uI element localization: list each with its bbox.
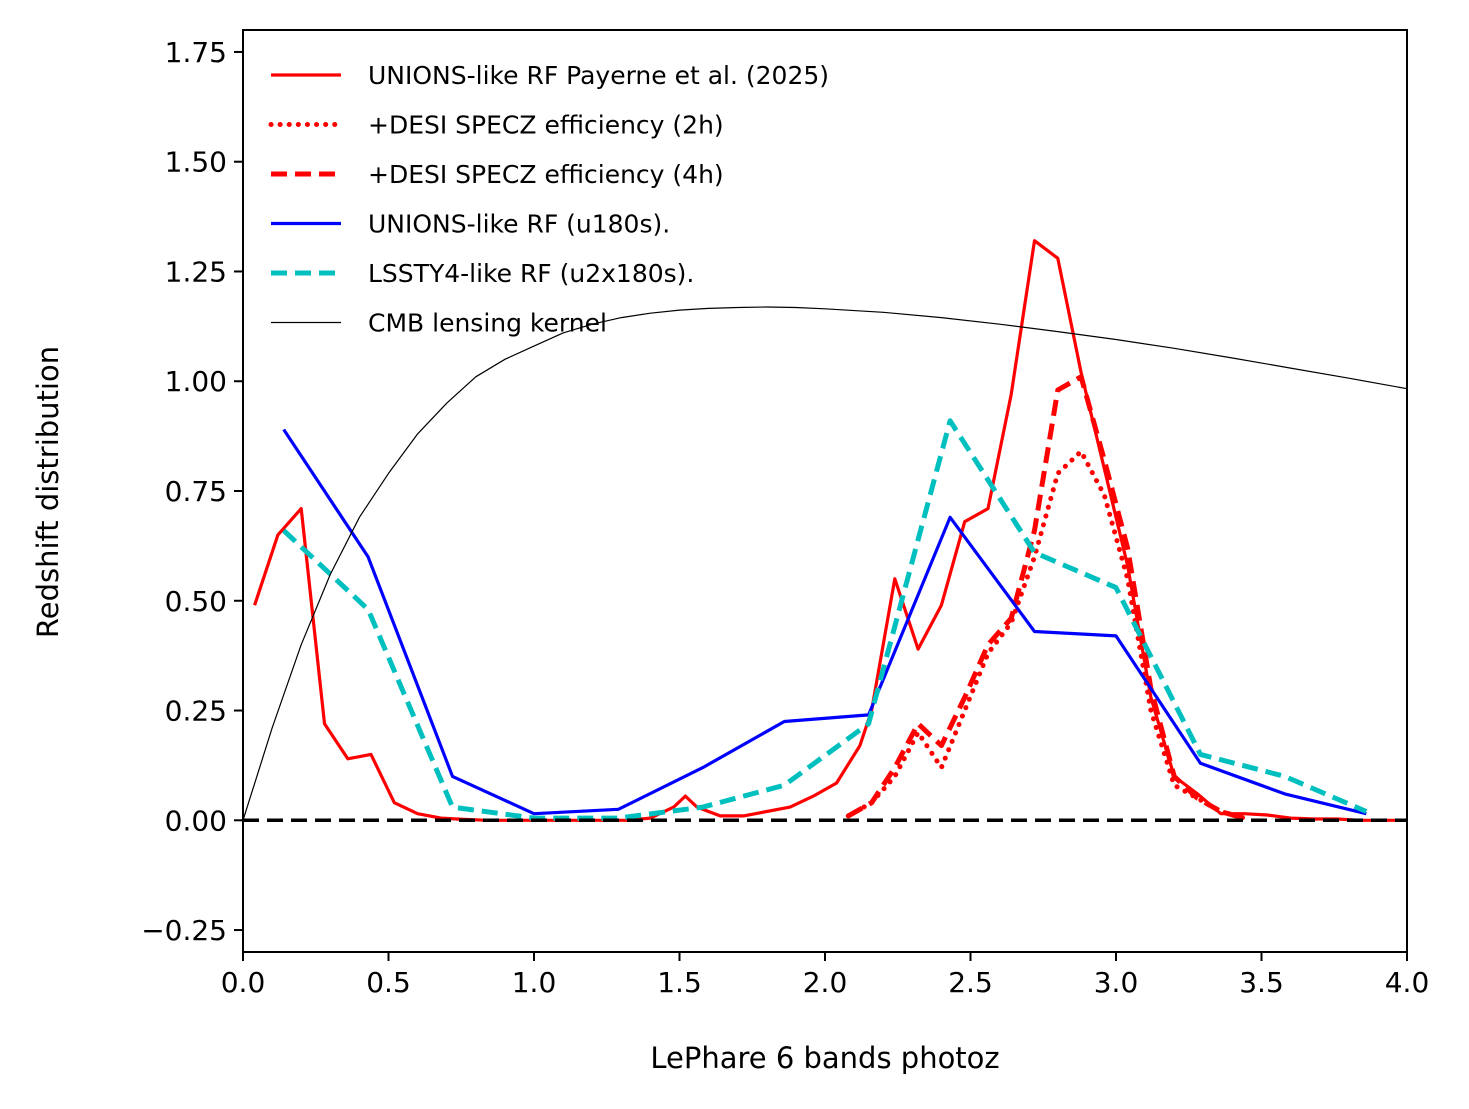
- series-line-3: [847, 374, 1245, 821]
- y-tick-label: 1.50: [165, 146, 227, 179]
- x-tick-label: 3.5: [1239, 966, 1284, 999]
- x-tick-label: 4.0: [1385, 966, 1430, 999]
- x-axis: 0.0 0.5 1.0 1.5 2.0 2.5 3.0 3.5 4.0: [221, 952, 1430, 999]
- y-tick-label: 0.75: [165, 475, 227, 508]
- series-line-5: [281, 418, 1368, 821]
- y-axis-label: Redshift distribution: [31, 346, 65, 638]
- series-line-6: [243, 306, 1407, 821]
- y-tick-label: −0.25: [141, 914, 227, 947]
- legend: UNIONS-like RF Payerne et al. (2025) +DES…: [268, 61, 829, 338]
- series-layer: [243, 239, 1407, 822]
- y-tick-label: 1.25: [165, 255, 227, 288]
- y-tick-label: 0.00: [165, 804, 227, 837]
- legend-label-5: LSSTY4-like RF (u2x180s).: [368, 259, 694, 288]
- plot-area: [243, 30, 1407, 952]
- x-tick-label: 2.5: [948, 966, 993, 999]
- x-tick-label: 0.5: [366, 966, 411, 999]
- series-line-4: [282, 428, 1367, 816]
- x-tick-label: 3.0: [1094, 966, 1139, 999]
- x-axis-label: LePhare 6 bands photoz: [650, 1041, 999, 1075]
- x-tick-label: 1.5: [657, 966, 702, 999]
- y-tick-label: 1.00: [165, 365, 227, 398]
- legend-label-4: UNIONS-like RF (u180s).: [368, 210, 670, 239]
- x-tick-label: 2.0: [803, 966, 848, 999]
- legend-label-6: CMB lensing kernel: [368, 309, 607, 338]
- y-tick-label: 0.25: [165, 695, 227, 728]
- legend-label-3: +DESI SPECZ efficiency (4h): [368, 160, 724, 189]
- y-tick-label: 0.50: [165, 585, 227, 618]
- y-tick-label: 1.75: [165, 36, 227, 69]
- series-line-2: [845, 449, 1247, 821]
- x-tick-label: 0.0: [221, 966, 266, 999]
- x-tick-label: 1.0: [512, 966, 557, 999]
- y-axis: −0.25 0.00 0.25 0.50 0.75 1.00 1.25 1.50 1.75: [141, 36, 243, 947]
- legend-label-2: +DESI SPECZ efficiency (2h): [368, 111, 724, 140]
- legend-label-1: UNIONS-like RF Payerne et al. (2025): [368, 61, 829, 90]
